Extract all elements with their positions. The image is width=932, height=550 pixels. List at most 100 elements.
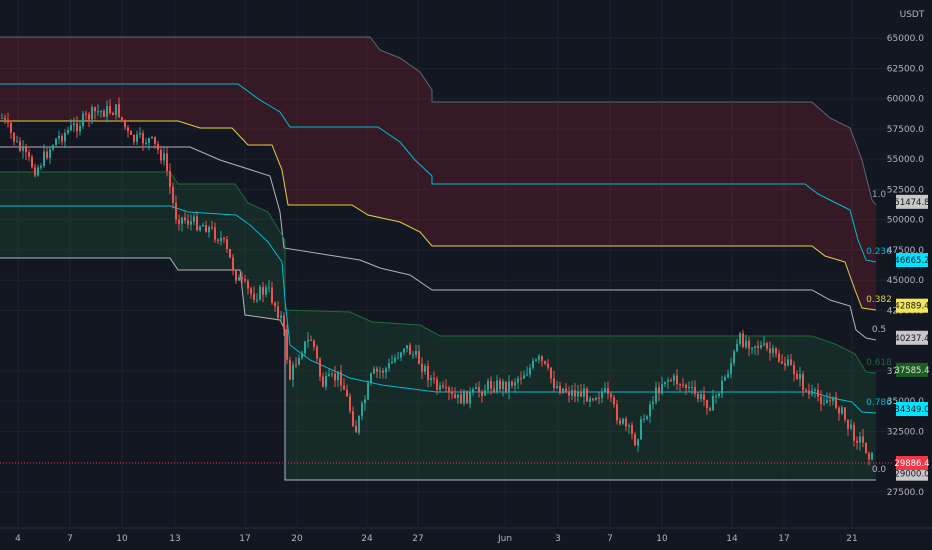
last-price-tag: 29886.4 — [894, 459, 929, 469]
candle-body — [523, 375, 525, 379]
candle-body — [763, 343, 765, 346]
candle-body — [223, 237, 225, 240]
candle-body — [826, 400, 828, 404]
candle-body — [124, 119, 126, 128]
candle-body — [316, 346, 318, 359]
fib-ratio-label: 0.382 — [866, 295, 892, 305]
candle-body — [508, 381, 510, 392]
candle-body — [691, 386, 693, 388]
candle-body — [355, 425, 357, 433]
candle-body — [406, 345, 408, 349]
candle-body — [193, 216, 195, 222]
candle-body — [121, 117, 123, 120]
candle-body — [676, 375, 678, 385]
candle-body — [88, 114, 90, 120]
candle-body — [205, 224, 207, 233]
candle-body — [190, 221, 192, 225]
grid-lines — [0, 0, 892, 528]
candle-body — [256, 299, 258, 301]
candle-body — [424, 365, 426, 372]
candle-body — [373, 368, 375, 374]
candle-body — [460, 394, 462, 404]
candle-body — [838, 407, 840, 414]
candle-body — [649, 404, 651, 417]
candle-body — [772, 348, 774, 354]
candle-body — [178, 219, 180, 224]
candle-body — [397, 357, 399, 359]
candle-body — [307, 339, 309, 342]
candle-body — [556, 385, 558, 389]
candle-body — [187, 220, 189, 225]
candle-body — [331, 373, 333, 375]
candle-body — [55, 138, 57, 146]
candle-body — [19, 140, 21, 151]
candle-body — [337, 371, 339, 381]
candle-body — [292, 364, 294, 380]
candle-body — [181, 217, 183, 224]
x-tick-label: 3 — [555, 534, 561, 544]
candle-body — [592, 398, 594, 400]
price-axis[interactable]: USDT27500.032500.035000.037500.042500.04… — [887, 0, 932, 550]
candle-body — [262, 286, 264, 295]
candle-body — [145, 143, 147, 145]
candle-body — [577, 391, 579, 397]
candle-body — [268, 287, 270, 289]
candle-body — [835, 396, 837, 408]
candle-body — [481, 392, 483, 396]
candle-body — [139, 133, 141, 135]
candle-body — [202, 224, 204, 227]
candle-body — [82, 113, 84, 126]
last-price-tag-bg — [896, 455, 928, 470]
candle-body — [580, 391, 582, 397]
candle-body — [100, 111, 102, 113]
candle-body — [565, 388, 567, 393]
candle-body — [283, 315, 285, 330]
candle-body — [526, 374, 528, 376]
candle-body — [562, 388, 564, 394]
candle-body — [697, 393, 699, 399]
candle-body — [211, 226, 213, 228]
candle-body — [550, 367, 552, 379]
candle-body — [856, 440, 858, 443]
candle-body — [61, 135, 63, 142]
y-tick-label: 47500.0 — [887, 246, 924, 256]
candle-body — [379, 370, 381, 372]
candle-body — [427, 365, 429, 381]
candle-body — [622, 418, 624, 424]
candle-body — [652, 402, 654, 405]
candle-body — [790, 359, 792, 365]
candle-body — [718, 393, 720, 397]
candle-body — [73, 123, 75, 126]
candle-body — [664, 381, 666, 385]
candle-body — [832, 396, 834, 401]
x-tick-label: 14 — [726, 534, 738, 544]
candle-body — [430, 377, 432, 381]
fib-ratio-label: 0.0 — [872, 465, 887, 475]
candle-body — [385, 368, 387, 373]
y-tick-label: 57500.0 — [887, 125, 924, 135]
candle-body — [370, 373, 372, 384]
candle-body — [757, 346, 759, 348]
candle-body — [106, 106, 108, 117]
candle-body — [403, 348, 405, 353]
fib-zone-upper — [0, 37, 876, 310]
candle-body — [412, 354, 414, 356]
candle-body — [688, 386, 690, 389]
candle-body — [376, 368, 378, 372]
candle-body — [289, 359, 291, 380]
candle-body — [742, 333, 744, 347]
candle-body — [724, 376, 726, 381]
candle-body — [712, 396, 714, 411]
candle-body — [658, 387, 660, 394]
candle-body — [796, 373, 798, 380]
time-axis[interactable]: 4 7 10 13 17 20 24 27 Jun 3 7 10 14 17 21 — [0, 527, 932, 550]
candle-body — [499, 380, 501, 390]
candle-body — [277, 306, 279, 318]
candle-body — [115, 104, 117, 116]
candle-body — [661, 384, 663, 394]
candle-body — [415, 350, 417, 355]
candle-body — [643, 418, 645, 420]
candle-body — [148, 138, 150, 144]
candle-body — [445, 387, 447, 389]
